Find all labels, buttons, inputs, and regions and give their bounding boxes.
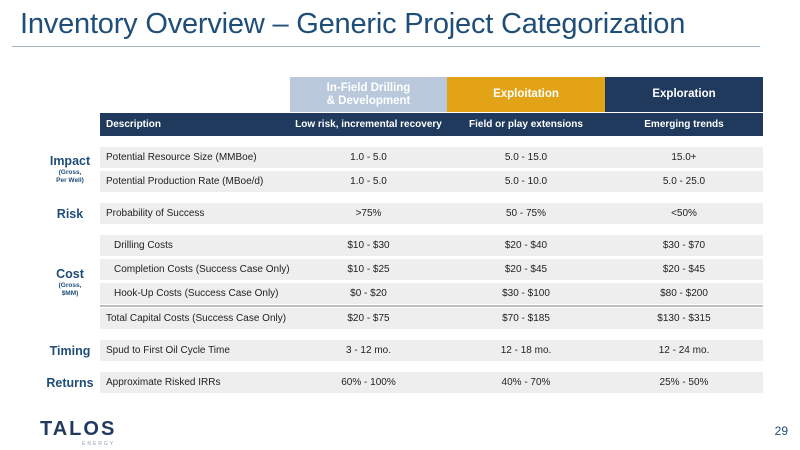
subtotal-divider (100, 305, 763, 307)
category-cost: Cost (Gross, $MM) (20, 267, 120, 298)
column-header-exploitation-label: Exploitation (493, 88, 559, 100)
table-row: Drilling Costs $10 - $30 $20 - $40 $30 -… (100, 235, 763, 256)
row-description: Spud to First Oil Cycle Time (106, 345, 230, 356)
row-description: Hook-Up Costs (Success Case Only) (114, 288, 279, 299)
table-subheader: Description Low risk, incremental recove… (100, 113, 763, 136)
category-timing-label: Timing (49, 344, 91, 358)
row-value: $20 - $40 (504, 240, 548, 251)
row-value: $0 - $20 (350, 288, 387, 299)
category-timing: Timing (20, 344, 120, 358)
subheader-col3: Emerging trends (644, 119, 724, 130)
category-risk: Risk (20, 207, 120, 221)
row-value: 25% - 50% (659, 377, 709, 388)
row-description: Potential Production Rate (MBoe/d) (106, 176, 264, 187)
table-row: Completion Costs (Success Case Only) $10… (100, 259, 763, 280)
table-row: Spud to First Oil Cycle Time 3 - 12 mo. … (100, 340, 763, 361)
row-value: 15.0+ (671, 152, 697, 163)
category-impact-sub: (Gross, Per Well) (56, 169, 84, 184)
column-header-infield-label: In-Field Drilling & Development (326, 81, 411, 107)
subheader-description: Description (106, 119, 162, 130)
row-description: Completion Costs (Success Case Only) (114, 264, 290, 275)
category-cost-label: Cost (56, 267, 84, 281)
category-impact-label: Impact (49, 154, 91, 168)
table-row: Hook-Up Costs (Success Case Only) $0 - $… (100, 283, 763, 304)
category-returns: Returns (20, 376, 120, 390)
row-description: Probability of Success (106, 208, 205, 219)
page-number: 29 (774, 424, 788, 438)
company-logo: TALOS ENERGY (40, 418, 117, 447)
row-value: $130 - $315 (657, 313, 711, 324)
row-value: $10 - $25 (347, 264, 390, 275)
row-description: Total Capital Costs (Success Case Only) (106, 313, 287, 324)
category-returns-label: Returns (46, 376, 94, 390)
row-value: $10 - $30 (347, 240, 390, 251)
row-value: 40% - 70% (501, 377, 551, 388)
row-description: Potential Resource Size (MMBoe) (106, 152, 257, 163)
subheader-col2: Field or play extensions (469, 119, 583, 130)
row-value: $80 - $200 (660, 288, 708, 299)
row-value: 1.0 - 5.0 (350, 176, 387, 187)
row-value: <50% (671, 208, 697, 219)
row-value: 3 - 12 mo. (345, 345, 392, 356)
row-value: 5.0 - 10.0 (504, 176, 548, 187)
table-row: Potential Resource Size (MMBoe) 1.0 - 5.… (100, 147, 763, 168)
row-value: $70 - $185 (502, 313, 550, 324)
column-header-exploration: Exploration (605, 77, 763, 112)
category-cost-sub: (Gross, $MM) (58, 282, 82, 297)
category-risk-label: Risk (56, 207, 84, 221)
subheader-col1: Low risk, incremental recovery (295, 119, 442, 130)
row-value: 12 - 24 mo. (658, 345, 710, 356)
logo-subtext: ENERGY (82, 441, 116, 447)
category-impact: Impact (Gross, Per Well) (20, 154, 120, 185)
row-description: Approximate Risked IRRs (106, 377, 221, 388)
page-title: Inventory Overview – Generic Project Cat… (20, 8, 686, 40)
row-value: $20 - $45 (662, 264, 706, 275)
row-description: Drilling Costs (114, 240, 173, 251)
table-row: Total Capital Costs (Success Case Only) … (100, 308, 763, 329)
row-value: >75% (355, 208, 382, 219)
row-value: $30 - $70 (662, 240, 706, 251)
title-divider (12, 46, 760, 47)
row-value: $20 - $75 (347, 313, 390, 324)
row-value: 5.0 - 25.0 (662, 176, 706, 187)
logo-wordmark: TALOS (40, 418, 117, 440)
row-value: $30 - $100 (502, 288, 550, 299)
table-row: Potential Production Rate (MBoe/d) 1.0 -… (100, 171, 763, 192)
row-value: $20 - $45 (504, 264, 548, 275)
table-row: Approximate Risked IRRs 60% - 100% 40% -… (100, 372, 763, 393)
column-header-exploitation: Exploitation (447, 77, 605, 112)
table-row: Probability of Success >75% 50 - 75% <50… (100, 203, 763, 224)
row-value: 12 - 18 mo. (500, 345, 552, 356)
row-value: 60% - 100% (341, 377, 396, 388)
row-value: 5.0 - 15.0 (504, 152, 548, 163)
column-header-infield: In-Field Drilling & Development (290, 77, 447, 112)
column-header-exploration-label: Exploration (652, 88, 716, 100)
row-value: 50 - 75% (505, 208, 547, 219)
row-value: 1.0 - 5.0 (350, 152, 387, 163)
